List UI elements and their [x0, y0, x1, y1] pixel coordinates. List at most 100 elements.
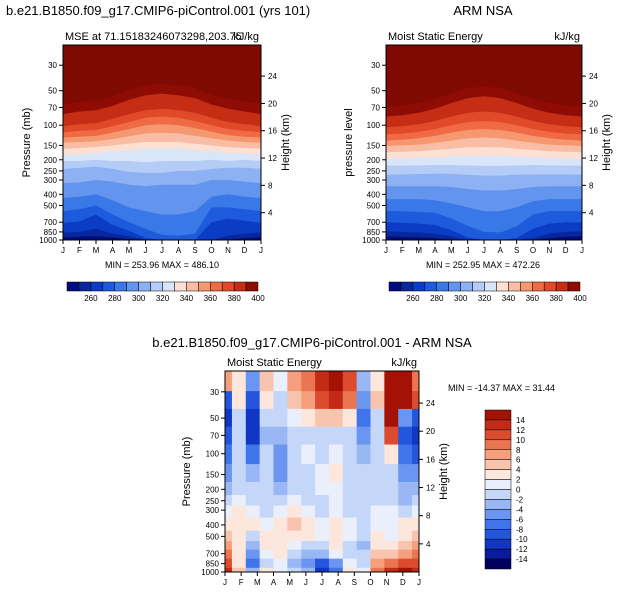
diff-cell: [328, 517, 344, 532]
diff-cell: [287, 549, 302, 560]
diff-cell: [356, 481, 372, 496]
diff-cell: [412, 567, 419, 572]
diff-cell: [328, 371, 344, 392]
plot-model: [59, 44, 265, 244]
diff-cell: [287, 464, 302, 483]
diff-cell: [245, 541, 261, 551]
diff-cell: [328, 558, 344, 569]
chart-title: b.e21.B1850.f09_g17.CMIP6-piControl.001 …: [6, 3, 310, 18]
colorbar-swatch: [472, 281, 485, 292]
y-tick-label: 300: [44, 176, 58, 185]
diff-cell: [231, 530, 247, 542]
diff-cell: [225, 558, 233, 569]
y-right-tick-label: 8: [426, 512, 431, 521]
diff-cell: [245, 481, 261, 496]
colorbar: [388, 281, 581, 292]
diff-cell: [301, 549, 316, 560]
diff-cell: [412, 426, 419, 446]
diff-cell: [384, 481, 399, 496]
diff-cell: [328, 481, 344, 496]
colorbar-label: -4: [516, 505, 524, 514]
colorbar-swatch: [484, 449, 512, 460]
colorbar-swatch: [484, 499, 512, 510]
band-max: [386, 45, 582, 107]
colorbar-swatch: [484, 429, 512, 441]
diff-cell: [259, 517, 275, 532]
panel-variable-label: MSE at 71.15183246073298,203.75: [65, 31, 242, 43]
diff-cell: [231, 558, 247, 569]
diff-cell: [398, 481, 413, 496]
diff-cell: [301, 426, 316, 446]
diff-cell: [328, 505, 344, 519]
diff-cell: [370, 408, 385, 428]
y-right-tick-label: 16: [589, 127, 598, 136]
diff-cell: [342, 541, 358, 551]
diff-cell: [301, 495, 316, 507]
colorbar-label: -10: [516, 535, 528, 544]
colorbar-label: 320: [478, 294, 492, 303]
diff-cell: [225, 549, 233, 560]
x-tick-label: A: [110, 246, 116, 255]
diff-cell: [398, 426, 413, 446]
diff-cell: [315, 481, 330, 496]
y-tick-label: 700: [367, 218, 381, 227]
colorbar-swatch: [484, 469, 512, 480]
x-tick-label: A: [498, 246, 504, 255]
colorbar-label: 12: [516, 426, 525, 435]
diff-cell: [370, 558, 385, 569]
y-tick-label: 250: [367, 167, 381, 176]
colorbar-label: -2: [516, 495, 524, 504]
colorbar-swatch: [484, 281, 497, 292]
diff-cell: [273, 505, 288, 519]
diff-cell: [301, 408, 316, 428]
colorbar-swatch: [436, 281, 449, 292]
diff-cell: [398, 505, 413, 519]
diff-cell: [328, 464, 344, 483]
diff-cell: [273, 371, 288, 392]
diff-cell: [370, 549, 385, 560]
colorbar-swatch: [460, 281, 473, 292]
colorbar-swatch: [90, 281, 104, 292]
diff-cell: [328, 549, 344, 560]
diff-cell: [398, 558, 413, 569]
x-tick-label: J: [482, 246, 486, 255]
diff-cell: [356, 505, 372, 519]
plot-diff: [221, 370, 423, 576]
diff-cell: [398, 517, 413, 532]
diff-cell: [315, 517, 330, 532]
diff-cell: [273, 464, 288, 483]
colorbar: [66, 281, 259, 292]
diff-cell: [315, 558, 330, 569]
diff-cell: [287, 391, 302, 410]
diff-cell: [315, 567, 330, 572]
y-axis-title: pressure level: [343, 108, 355, 176]
colorbar-swatch: [508, 281, 521, 292]
x-tick-label: M: [126, 246, 133, 255]
diff-cell: [273, 541, 288, 551]
diff-cell: [245, 426, 261, 446]
diff-cell: [231, 464, 247, 483]
colorbar-swatch: [66, 281, 80, 292]
y-tick-label: 150: [367, 141, 381, 150]
y-right-tick-label: 12: [426, 484, 435, 493]
diff-cell: [273, 530, 288, 542]
colorbar-swatch: [233, 281, 247, 292]
colorbar-swatch: [496, 281, 509, 292]
y-tick-label: 300: [206, 506, 220, 515]
colorbar-label: 0: [516, 486, 521, 495]
diff-cell: [225, 481, 233, 496]
diff-cell: [328, 541, 344, 551]
y-right-tick-label: 8: [589, 181, 594, 190]
diff-cell: [259, 371, 275, 392]
x-tick-label: N: [546, 246, 552, 255]
diff-cell: [370, 391, 385, 410]
x-tick-label: A: [432, 246, 438, 255]
diff-cell: [301, 464, 316, 483]
colorbar-swatch: [162, 281, 175, 292]
contour-fill: [386, 45, 582, 240]
diff-cell: [342, 464, 358, 483]
diff-cell: [287, 567, 302, 572]
y-right-axis-title: Height (km): [438, 443, 450, 500]
y-tick-label: 1000: [362, 236, 380, 245]
colorbar-label: 2: [516, 476, 521, 485]
